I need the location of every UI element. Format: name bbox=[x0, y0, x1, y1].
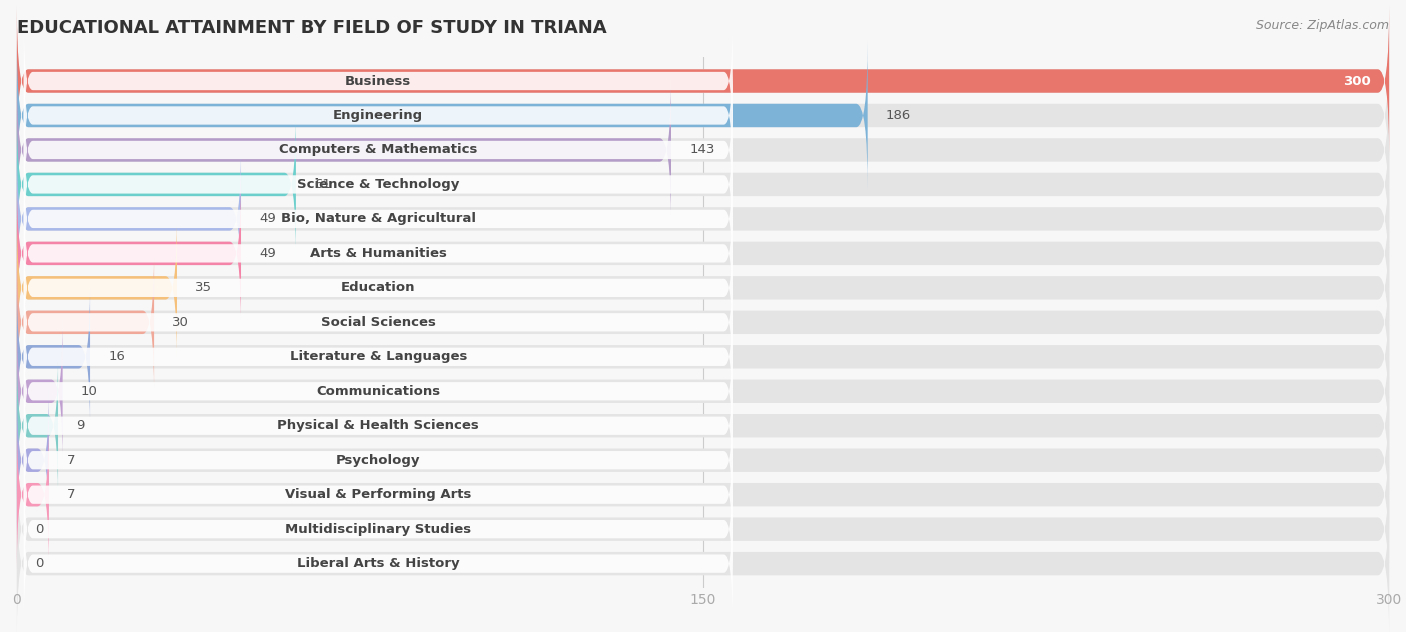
Text: 300: 300 bbox=[1343, 75, 1371, 87]
FancyBboxPatch shape bbox=[17, 454, 1389, 604]
FancyBboxPatch shape bbox=[17, 179, 240, 328]
Text: Social Sciences: Social Sciences bbox=[321, 316, 436, 329]
Text: Source: ZipAtlas.com: Source: ZipAtlas.com bbox=[1256, 19, 1389, 32]
FancyBboxPatch shape bbox=[17, 489, 1389, 632]
Text: 143: 143 bbox=[689, 143, 714, 157]
FancyBboxPatch shape bbox=[24, 435, 733, 554]
Text: Computers & Mathematics: Computers & Mathematics bbox=[278, 143, 478, 157]
Text: 10: 10 bbox=[82, 385, 98, 398]
FancyBboxPatch shape bbox=[24, 90, 733, 210]
Text: Education: Education bbox=[342, 281, 416, 295]
FancyBboxPatch shape bbox=[24, 228, 733, 348]
Text: 0: 0 bbox=[35, 557, 44, 570]
FancyBboxPatch shape bbox=[17, 351, 58, 500]
Text: 186: 186 bbox=[886, 109, 911, 122]
Text: 49: 49 bbox=[259, 247, 276, 260]
FancyBboxPatch shape bbox=[17, 179, 1389, 328]
FancyBboxPatch shape bbox=[24, 21, 733, 141]
FancyBboxPatch shape bbox=[24, 56, 733, 175]
FancyBboxPatch shape bbox=[24, 193, 733, 313]
Text: Science & Technology: Science & Technology bbox=[297, 178, 460, 191]
FancyBboxPatch shape bbox=[17, 41, 868, 190]
FancyBboxPatch shape bbox=[17, 386, 49, 535]
FancyBboxPatch shape bbox=[17, 214, 177, 362]
Text: Psychology: Psychology bbox=[336, 454, 420, 466]
FancyBboxPatch shape bbox=[24, 262, 733, 382]
Text: Communications: Communications bbox=[316, 385, 440, 398]
Text: 7: 7 bbox=[67, 454, 76, 466]
FancyBboxPatch shape bbox=[17, 214, 1389, 362]
Text: 16: 16 bbox=[108, 350, 125, 363]
Text: Multidisciplinary Studies: Multidisciplinary Studies bbox=[285, 523, 471, 536]
FancyBboxPatch shape bbox=[24, 297, 733, 416]
Text: Visual & Performing Arts: Visual & Performing Arts bbox=[285, 488, 471, 501]
Text: 61: 61 bbox=[314, 178, 330, 191]
Text: 49: 49 bbox=[259, 212, 276, 226]
FancyBboxPatch shape bbox=[24, 331, 733, 451]
FancyBboxPatch shape bbox=[17, 248, 155, 397]
FancyBboxPatch shape bbox=[17, 248, 1389, 397]
Text: Engineering: Engineering bbox=[333, 109, 423, 122]
FancyBboxPatch shape bbox=[24, 504, 733, 623]
Text: EDUCATIONAL ATTAINMENT BY FIELD OF STUDY IN TRIANA: EDUCATIONAL ATTAINMENT BY FIELD OF STUDY… bbox=[17, 19, 606, 37]
FancyBboxPatch shape bbox=[24, 366, 733, 485]
Text: 7: 7 bbox=[67, 488, 76, 501]
Text: 30: 30 bbox=[173, 316, 190, 329]
Text: Bio, Nature & Agricultural: Bio, Nature & Agricultural bbox=[281, 212, 475, 226]
Text: Arts & Humanities: Arts & Humanities bbox=[309, 247, 447, 260]
FancyBboxPatch shape bbox=[17, 6, 1389, 155]
FancyBboxPatch shape bbox=[17, 145, 240, 293]
FancyBboxPatch shape bbox=[17, 317, 63, 466]
FancyBboxPatch shape bbox=[17, 420, 49, 569]
FancyBboxPatch shape bbox=[17, 283, 90, 431]
Text: Physical & Health Sciences: Physical & Health Sciences bbox=[277, 419, 479, 432]
FancyBboxPatch shape bbox=[17, 75, 671, 224]
Text: 35: 35 bbox=[195, 281, 212, 295]
Text: 9: 9 bbox=[76, 419, 84, 432]
FancyBboxPatch shape bbox=[17, 75, 1389, 224]
FancyBboxPatch shape bbox=[24, 125, 733, 244]
FancyBboxPatch shape bbox=[24, 159, 733, 279]
Text: Liberal Arts & History: Liberal Arts & History bbox=[297, 557, 460, 570]
FancyBboxPatch shape bbox=[24, 470, 733, 589]
Text: Literature & Languages: Literature & Languages bbox=[290, 350, 467, 363]
FancyBboxPatch shape bbox=[17, 386, 1389, 535]
FancyBboxPatch shape bbox=[17, 110, 1389, 259]
FancyBboxPatch shape bbox=[17, 351, 1389, 500]
FancyBboxPatch shape bbox=[17, 145, 1389, 293]
Text: Business: Business bbox=[344, 75, 412, 87]
FancyBboxPatch shape bbox=[17, 41, 1389, 190]
FancyBboxPatch shape bbox=[17, 420, 1389, 569]
FancyBboxPatch shape bbox=[17, 110, 295, 259]
FancyBboxPatch shape bbox=[17, 283, 1389, 431]
FancyBboxPatch shape bbox=[17, 317, 1389, 466]
FancyBboxPatch shape bbox=[17, 6, 1389, 155]
FancyBboxPatch shape bbox=[24, 401, 733, 520]
Text: 0: 0 bbox=[35, 523, 44, 536]
